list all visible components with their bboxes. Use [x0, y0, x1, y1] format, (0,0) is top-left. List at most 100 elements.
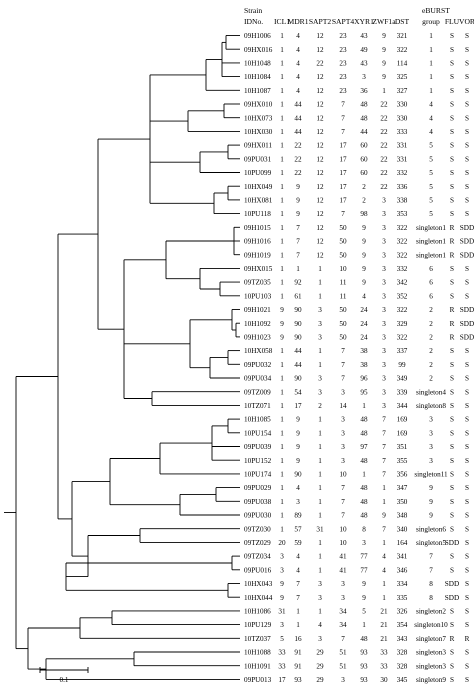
dst-value: 322 — [397, 46, 408, 54]
vor-value: S — [465, 32, 469, 40]
header-mdr1: MDR1 — [287, 17, 308, 26]
sapt4-value: 23 — [339, 73, 347, 81]
eburst-group-value: 1 — [429, 46, 433, 54]
strain-id: 09PU029 — [244, 484, 272, 492]
sapt2-value: 3 — [318, 388, 322, 396]
xyr1-value: 9 — [362, 594, 366, 602]
sapt2-value: 12 — [316, 128, 324, 136]
icl1-value: 1 — [280, 457, 284, 465]
xyr1-value: 8 — [362, 525, 366, 533]
dst-value: 164 — [397, 539, 408, 547]
strain-id: 10HX030 — [244, 128, 273, 136]
xyr1-value: 48 — [360, 114, 368, 122]
strain-id: 10PU152 — [244, 457, 272, 465]
eburst-group-value: 2 — [429, 347, 433, 355]
vor-value: S — [465, 128, 469, 136]
icl1-value: 1 — [280, 238, 284, 246]
xyr1-value: 1 — [362, 471, 366, 479]
strain-id: 10H1088 — [244, 649, 271, 657]
icl1-value: 1 — [280, 388, 284, 396]
zwf1a-value: 22 — [380, 169, 388, 177]
strain-id: 09HX010 — [244, 101, 273, 109]
xyr1-value: 77 — [360, 566, 368, 574]
flu-value: S — [450, 402, 454, 410]
vor-value: S — [465, 676, 469, 684]
vor-value: S — [465, 265, 469, 273]
flu-value: S — [450, 142, 454, 150]
eburst-group-value: singleton4 — [416, 388, 446, 396]
vor-value: S — [465, 525, 469, 533]
zwf1a-value: 21 — [380, 621, 388, 629]
sapt4-value: 50 — [339, 306, 347, 314]
mdr1-value: 7 — [296, 224, 300, 232]
mdr1-value: 4 — [296, 73, 300, 81]
header-group: group — [422, 17, 440, 26]
mdr1-value: 4 — [296, 32, 300, 40]
flu-value: S — [450, 553, 454, 561]
sapt2-value: 12 — [316, 101, 324, 109]
eburst-group-value: 3 — [429, 443, 433, 451]
mdr1-value: 7 — [296, 594, 300, 602]
icl1-value: 1 — [280, 32, 284, 40]
flu-value: S — [450, 210, 454, 218]
sapt2-value: 3 — [318, 306, 322, 314]
flu-value: R — [450, 238, 455, 246]
strain-id: 09H1016 — [244, 238, 271, 246]
sapt4-value: 7 — [341, 512, 345, 520]
zwf1a-value: 1 — [382, 87, 386, 95]
eburst-group-value: 1 — [429, 32, 433, 40]
xyr1-value: 38 — [360, 361, 368, 369]
mdr1-value: 3 — [296, 498, 300, 506]
zwf1a-value: 3 — [382, 306, 386, 314]
dst-value: 330 — [397, 101, 408, 109]
zwf1a-value: 9 — [382, 60, 386, 68]
zwf1a-value: 22 — [380, 142, 388, 150]
sapt2-value: 1 — [318, 347, 322, 355]
dst-value: 322 — [397, 334, 408, 342]
eburst-group-value: 2 — [429, 375, 433, 383]
flu-value: S — [450, 429, 454, 437]
zwf1a-value: 33 — [380, 649, 388, 657]
dst-value: 354 — [397, 621, 408, 629]
dst-value: 349 — [397, 375, 408, 383]
sapt2-value: 12 — [316, 197, 324, 205]
strain-id: 10PU118 — [244, 210, 271, 218]
sapt2-value: 31 — [316, 525, 324, 533]
sapt4-value: 7 — [341, 347, 345, 355]
icl1-value: 3 — [280, 621, 284, 629]
eburst-group-value: 7 — [429, 566, 433, 574]
vor-value: S — [465, 621, 469, 629]
mdr1-value: 90 — [294, 471, 302, 479]
sapt4-value: 3 — [341, 580, 345, 588]
eburst-group-value: 5 — [429, 169, 433, 177]
icl1-value: 1 — [280, 498, 284, 506]
sapt2-value: 12 — [316, 32, 324, 40]
flu-value: S — [450, 101, 454, 109]
mdr1-value: 44 — [294, 128, 302, 136]
zwf1a-value: 3 — [382, 238, 386, 246]
eburst-group-value: singleton6 — [416, 525, 446, 533]
eburst-group-value: 3 — [429, 457, 433, 465]
strain-id: 09PU034 — [244, 375, 272, 383]
flu-value: S — [450, 375, 454, 383]
vor-value: S — [465, 539, 469, 547]
zwf1a-value: 3 — [382, 361, 386, 369]
dst-value: 341 — [397, 553, 408, 561]
sapt2-value: 3 — [318, 320, 322, 328]
vor-value: S — [465, 649, 469, 657]
xyr1-value: 1 — [362, 402, 366, 410]
strain-id: 09TZ029 — [244, 539, 271, 547]
header-zwf1a: ZWF1a — [372, 17, 396, 26]
eburst-group-value: singleton5 — [416, 539, 446, 547]
icl1-value: 31 — [278, 608, 286, 616]
dst-value: 338 — [397, 197, 408, 205]
header-xyr1: XYR1 — [354, 17, 374, 26]
flu-value: S — [450, 361, 454, 369]
xyr1-value: 43 — [360, 60, 368, 68]
strain-id: 10H1084 — [244, 73, 271, 81]
sapt2-value: 12 — [316, 251, 324, 259]
sapt2-value: 1 — [318, 566, 322, 574]
dst-value: 347 — [397, 484, 408, 492]
sapt4-value: 7 — [341, 210, 345, 218]
